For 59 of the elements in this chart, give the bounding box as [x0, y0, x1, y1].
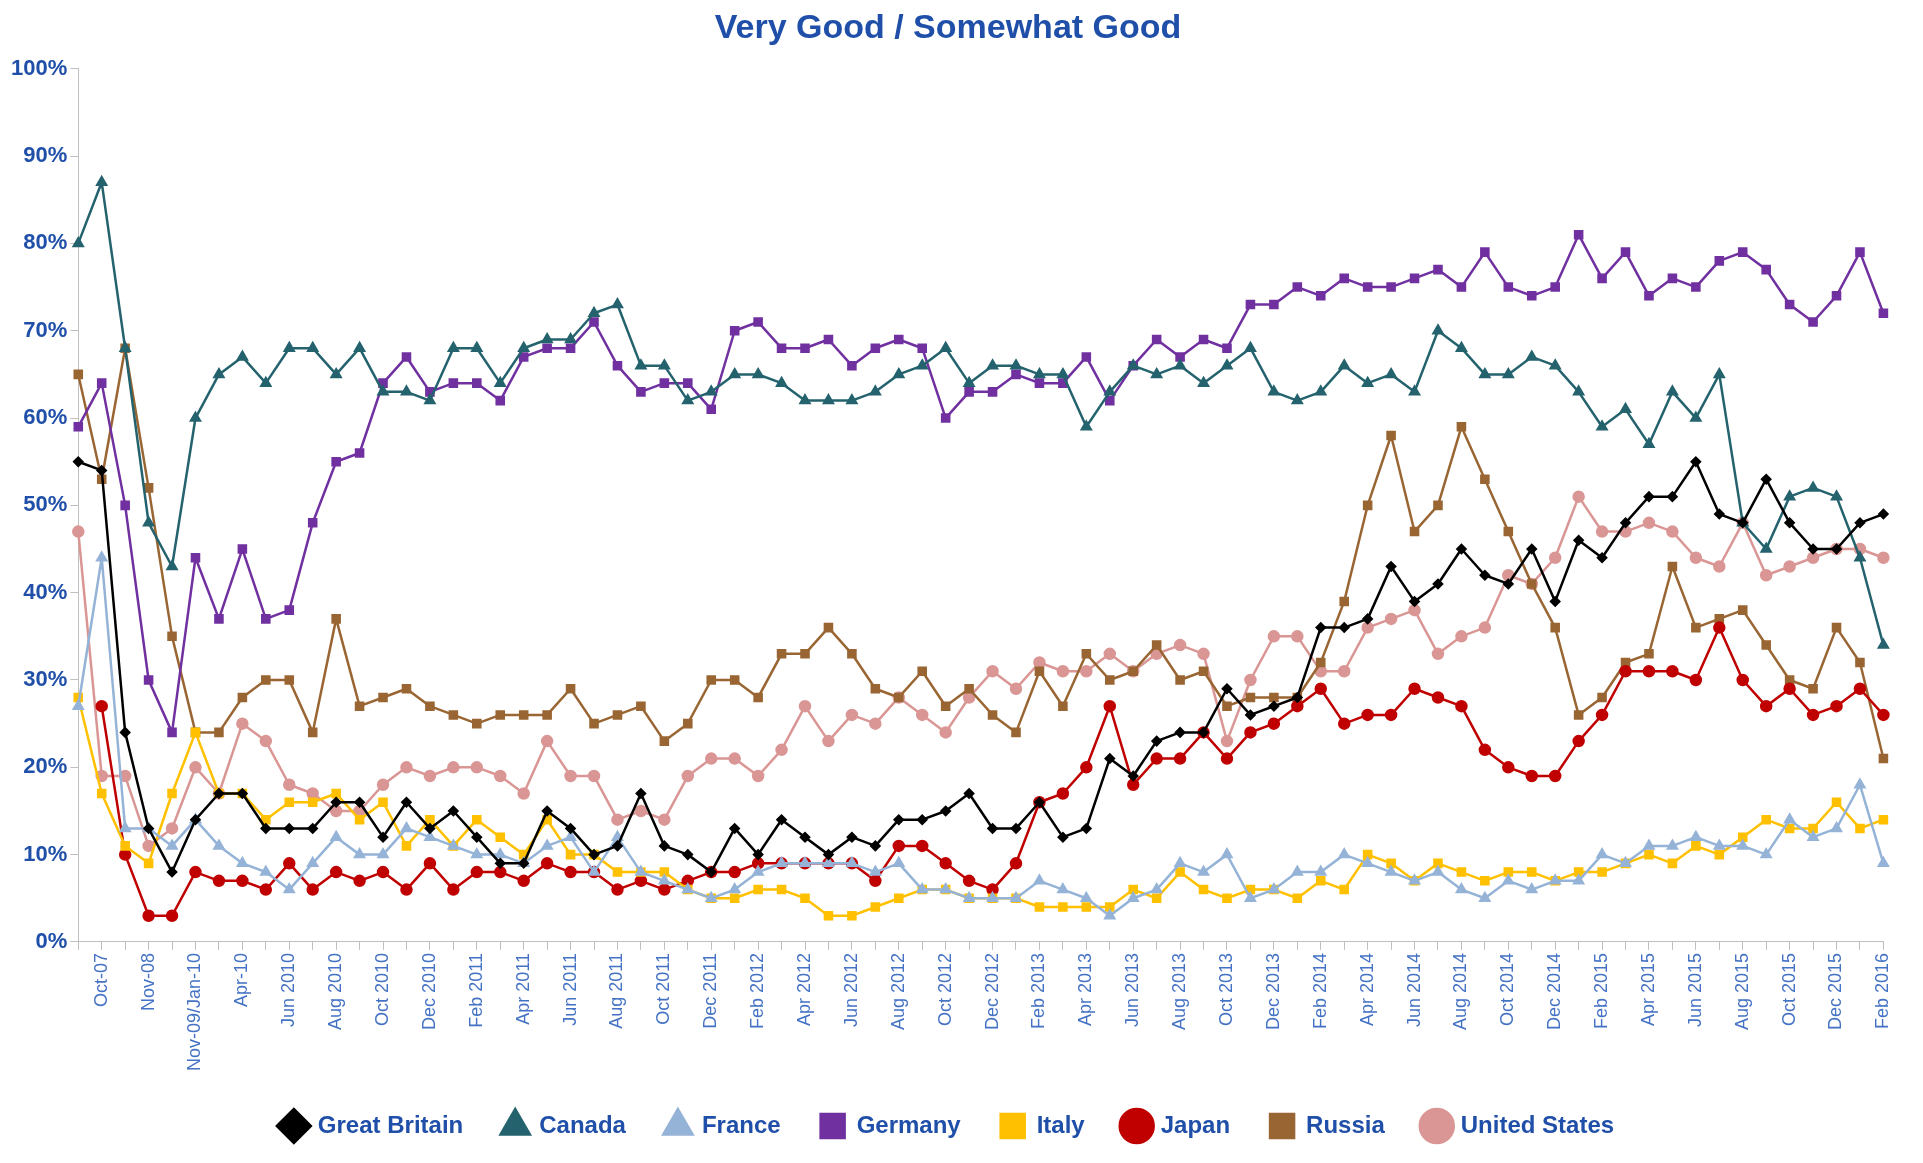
x-tick-label: Apr 2013	[1075, 952, 1096, 1026]
x-tick-label: Oct 2010	[372, 952, 392, 1026]
legend-label: Russia	[1306, 1110, 1386, 1138]
x-tick-label: Jun 2015	[1684, 952, 1705, 1028]
y-tick-label: 10%	[23, 840, 68, 866]
x-tick-label: Jun 2014	[1403, 952, 1424, 1028]
x-tick-label: Feb 2012	[747, 952, 768, 1029]
x-tick-label: Oct 2014	[1497, 952, 1518, 1026]
x-tick-label: Dec 2014	[1544, 952, 1565, 1030]
legend-label: Great Britain	[317, 1110, 464, 1138]
x-tick-label: Apr-10	[231, 952, 252, 1007]
x-tick-label: Feb 2013	[1028, 952, 1049, 1029]
x-tick-label: Nov-09/Jan-10	[184, 952, 205, 1072]
x-tick-label: Jun 2013	[1122, 952, 1143, 1028]
y-tick-label: 60%	[23, 404, 68, 430]
x-tick-label: Apr 2014	[1356, 952, 1377, 1026]
x-tick-label: Feb 2011	[465, 952, 486, 1028]
x-tick-label: Apr 2015	[1637, 952, 1658, 1026]
y-tick-label: 70%	[23, 316, 68, 342]
x-tick-label: Dec 2015	[1825, 952, 1846, 1030]
x-tick-label: Aug 2012	[887, 952, 908, 1031]
x-tick-label: Aug 2010	[325, 952, 346, 1031]
x-tick-label: Dec 2013	[1262, 952, 1283, 1030]
legend-label: United States	[1460, 1110, 1615, 1138]
y-tick-label: 0%	[35, 928, 68, 953]
x-tick-label: Dec 2011	[700, 952, 721, 1029]
y-tick-label: 30%	[23, 666, 68, 692]
x-tick-label: Feb 2016	[1872, 952, 1893, 1029]
x-tick-label: Dec 2010	[418, 952, 439, 1030]
chart-title: Very Good / Somewhat Good	[714, 6, 1182, 45]
x-tick-label: Jun 2011	[559, 952, 580, 1026]
legend-label: Italy	[1036, 1110, 1086, 1138]
x-tick-label: Aug 2014	[1450, 952, 1471, 1031]
x-tick-label: Aug 2011	[606, 952, 627, 1029]
x-tick-label: Oct-07	[90, 952, 111, 1007]
x-tick-label: Feb 2014	[1309, 952, 1330, 1029]
x-tick-label: Apr 2012	[793, 952, 814, 1026]
legend-label: Japan	[1160, 1110, 1231, 1138]
x-tick-label: Oct 2015	[1778, 952, 1799, 1026]
x-tick-label: Aug 2015	[1731, 952, 1752, 1031]
x-tick-label: Aug 2013	[1169, 952, 1190, 1031]
x-tick-label: Jun 2012	[840, 952, 861, 1028]
x-tick-label: Dec 2012	[981, 952, 1002, 1030]
x-tick-label: Feb 2015	[1591, 952, 1612, 1029]
legend-label: Canada	[539, 1110, 627, 1138]
x-tick-label: Oct 2011	[653, 952, 674, 1025]
y-tick-label: 20%	[23, 753, 68, 779]
x-tick-label: Apr 2011	[512, 952, 533, 1025]
x-tick-label: Oct 2013	[1215, 952, 1236, 1026]
x-tick-label: Jun 2010	[278, 952, 299, 1028]
y-tick-label: 100%	[10, 54, 68, 80]
y-tick-label: 90%	[23, 142, 68, 168]
x-tick-label: Nov-08	[137, 952, 158, 1011]
legend-label: Germany	[856, 1110, 962, 1138]
x-tick-label: Oct 2012	[934, 952, 955, 1026]
y-tick-label: 40%	[23, 578, 68, 604]
y-tick-label: 50%	[23, 491, 68, 517]
y-tick-label: 80%	[23, 229, 68, 255]
legend-label: France	[701, 1110, 781, 1138]
